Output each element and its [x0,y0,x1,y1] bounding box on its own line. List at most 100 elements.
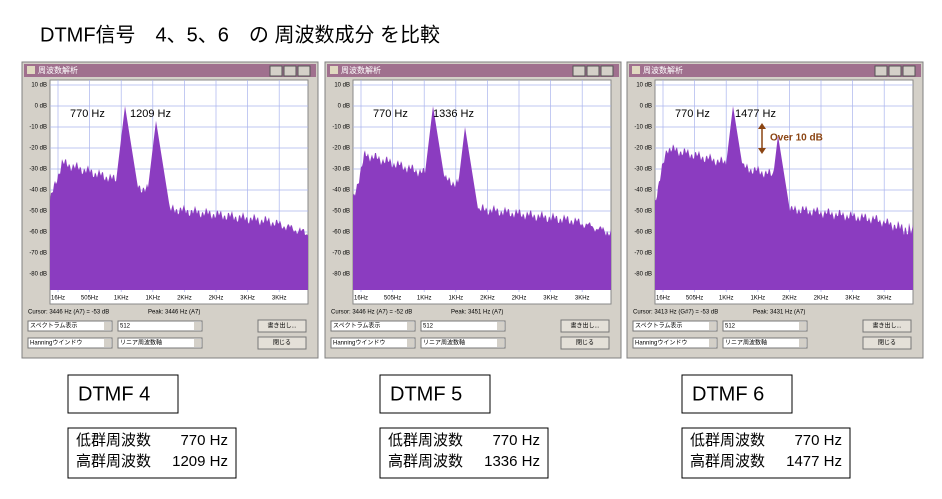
y-label: -60 dB [332,230,350,236]
freq-value: 770 Hz [492,432,540,449]
y-label: -40 dB [332,188,350,194]
annotation: Over 10 dB [770,133,823,144]
minimize-button[interactable] [874,65,888,77]
x-label: 3KHz [877,296,892,302]
window-icon [632,66,640,74]
x-label: 2KHz [480,296,495,302]
button-text: 書き出し... [872,322,901,330]
y-label: -80 dB [29,272,47,278]
button-text: 閉じる [273,340,291,347]
y-label: -70 dB [634,251,652,257]
dropdown-arrow [194,339,201,347]
peak-label: 770 Hz [373,108,408,120]
freq-value: 770 Hz [794,432,842,449]
y-label: -50 dB [29,209,47,215]
close-button[interactable] [902,65,916,77]
x-label: 16Hz [354,296,368,302]
dropdown-arrow [799,339,806,347]
button[interactable] [862,319,912,333]
dropdown-arrow [709,322,716,330]
dropdown-arrow [194,322,201,330]
x-label: 505Hz [384,296,401,302]
dropdown[interactable] [27,320,113,332]
peak-label: 1209 Hz [130,108,171,120]
x-label: 16Hz [51,296,65,302]
dropdown-arrow [104,339,111,347]
dropdown-text: リニア周波数軸 [423,339,465,347]
dtmf-label: DTMF 4 [78,383,150,405]
dropdown-text: リニア周波数軸 [120,339,162,347]
dtmf-box [681,374,793,414]
dropdown-arrow [799,322,806,330]
spectrum [655,106,913,290]
x-label: 1KHz [114,296,129,302]
y-label: -80 dB [634,272,652,278]
dropdown[interactable] [722,337,808,349]
button-text: 閉じる [878,340,896,347]
close-button[interactable] [600,65,614,77]
y-label: -10 dB [634,125,652,131]
y-label: -10 dB [29,125,47,131]
dropdown[interactable] [330,320,416,332]
dropdown[interactable] [27,337,113,349]
button[interactable] [257,319,307,333]
dropdown-text: Hanningウインドウ [30,339,82,347]
dropdown[interactable] [117,337,203,349]
button-text: 書き出し... [570,322,599,330]
dtmf-box [379,374,491,414]
dtmf-box [67,374,179,414]
maximize-button[interactable] [283,65,297,77]
x-label: 3KHz [543,296,558,302]
y-label: -30 dB [634,167,652,173]
button[interactable] [257,336,307,350]
x-label: 2KHz [782,296,797,302]
maximize-button[interactable] [586,65,600,77]
freq-value: 1209 Hz [172,453,228,470]
dropdown-text: 512 [725,324,736,330]
freq-value: 770 Hz [180,432,228,449]
x-label: 3KHz [845,296,860,302]
window-icon [27,66,35,74]
peak-label: 1477 Hz [735,108,776,120]
dropdown[interactable] [722,320,808,332]
y-label: -10 dB [332,125,350,131]
button[interactable] [560,336,610,350]
dropdown-arrow [104,322,111,330]
dropdown-arrow [709,339,716,347]
dropdown-text: スペクトラム表示 [30,322,77,330]
minimize-button[interactable] [572,65,586,77]
x-label: 2KHz [814,296,829,302]
spectrum [353,106,611,290]
x-label: 1KHz [750,296,765,302]
dropdown[interactable] [420,320,506,332]
button[interactable] [560,319,610,333]
y-label: -40 dB [29,188,47,194]
button[interactable] [862,336,912,350]
button-text: 書き出し... [267,322,296,330]
dropdown[interactable] [420,337,506,349]
dropdown-text: リニア周波数軸 [725,339,767,347]
title-bar [24,64,316,77]
x-label: 16Hz [656,296,670,302]
freq-box [681,427,851,479]
dropdown[interactable] [117,320,203,332]
dropdown[interactable] [330,337,416,349]
freq-name: 高群周波数 [690,453,765,470]
peak-label: 770 Hz [70,108,105,120]
peak-readout: Peak: 3451 Hz (A7) [451,310,503,316]
dropdown[interactable] [632,337,718,349]
x-label: 1KHz [448,296,463,302]
close-button[interactable] [297,65,311,77]
x-label: 2KHz [209,296,224,302]
window-title: 周波数解析 [38,65,78,75]
y-label: -20 dB [332,146,350,152]
dropdown[interactable] [632,320,718,332]
maximize-button[interactable] [888,65,902,77]
minimize-button[interactable] [269,65,283,77]
y-label: 10 dB [636,83,652,89]
dropdown-arrow [407,322,414,330]
dropdown-text: スペクトラム表示 [333,322,380,330]
peak-label: 770 Hz [675,108,710,120]
dropdown-text: 512 [423,324,434,330]
title-bar [327,64,619,77]
